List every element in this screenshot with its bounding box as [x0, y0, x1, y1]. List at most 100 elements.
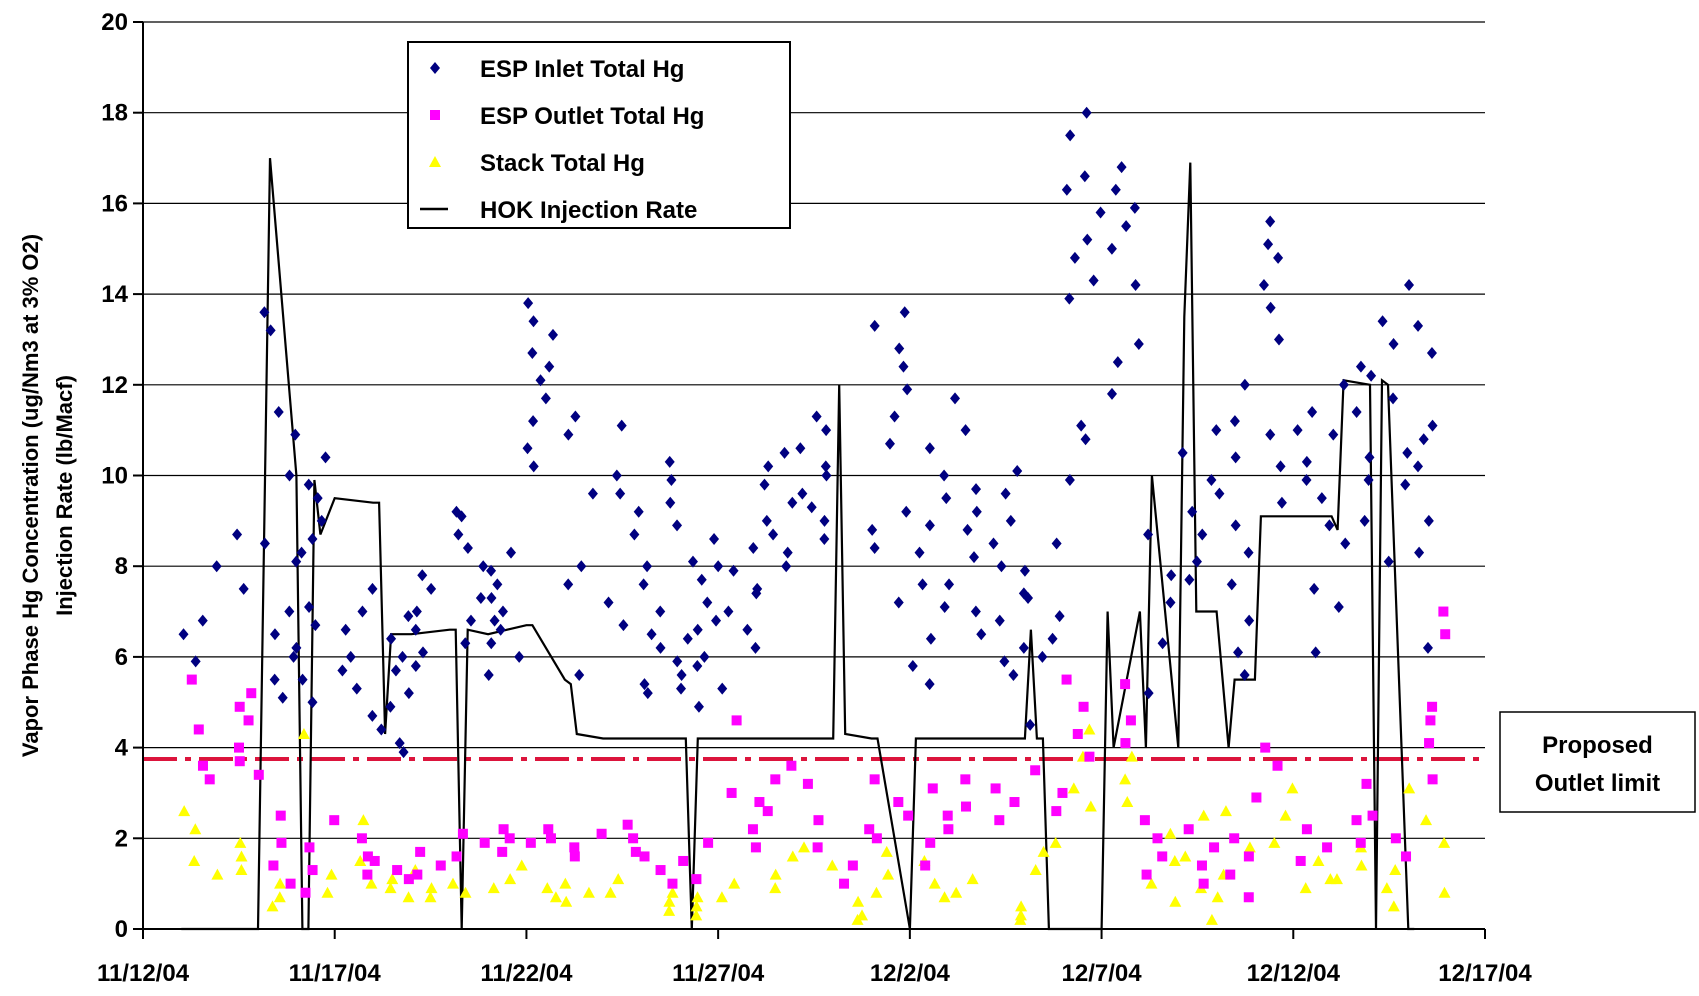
- esp_inlet-point: [914, 546, 925, 559]
- esp_inlet-point: [1244, 614, 1255, 627]
- esp_inlet-point: [761, 514, 772, 527]
- stack-point: [354, 854, 367, 866]
- esp_outlet-point: [1152, 833, 1163, 844]
- esp_inlet-point: [1404, 279, 1415, 292]
- stack-point: [386, 873, 399, 885]
- esp_inlet-point: [367, 582, 378, 595]
- esp_outlet-point: [1424, 738, 1435, 749]
- esp_outlet-point: [893, 797, 904, 808]
- esp_inlet-point: [417, 569, 428, 582]
- esp_inlet-point: [1413, 319, 1424, 332]
- esp_outlet-point: [1196, 860, 1207, 871]
- stack-point: [938, 891, 951, 903]
- esp_inlet-point: [528, 460, 539, 473]
- esp_outlet-point: [362, 851, 373, 862]
- stack-point: [384, 882, 397, 894]
- esp_outlet-point: [300, 887, 311, 898]
- esp_inlet-point: [969, 551, 980, 564]
- esp_inlet-point: [574, 669, 585, 682]
- esp_outlet-point: [1243, 851, 1254, 862]
- esp_inlet-point: [616, 419, 627, 432]
- esp_inlet-point: [696, 573, 707, 586]
- stack-point: [487, 882, 500, 894]
- esp_inlet-point: [902, 383, 913, 396]
- esp_inlet-point: [692, 623, 703, 636]
- esp_inlet-point: [296, 546, 307, 559]
- annotation: Proposed Outlet limit: [1499, 711, 1696, 813]
- series-hok: [181, 158, 1415, 931]
- y-tick-label: 6: [115, 644, 128, 671]
- esp_outlet-point: [457, 828, 468, 839]
- esp_outlet-point: [1401, 851, 1412, 862]
- esp_inlet-point: [197, 614, 208, 627]
- esp_inlet-point: [821, 469, 832, 482]
- esp_inlet-point: [939, 469, 950, 482]
- esp_inlet-point: [723, 605, 734, 618]
- hok-injection-rate-line: [181, 158, 1415, 931]
- legend-swatch-triangle: [429, 156, 441, 167]
- series-stack: [178, 723, 1451, 925]
- esp_inlet-point: [411, 605, 422, 618]
- esp_inlet-point: [1143, 528, 1154, 541]
- esp_inlet-point: [728, 564, 739, 577]
- stack-point: [1084, 800, 1097, 812]
- esp_inlet-point: [1008, 669, 1019, 682]
- esp_outlet-point: [1125, 715, 1136, 726]
- esp_inlet-point: [1258, 279, 1269, 292]
- esp_outlet-point: [525, 837, 536, 848]
- esp_outlet-point: [234, 742, 245, 753]
- esp_outlet-point: [1078, 701, 1089, 712]
- esp_outlet-point: [628, 833, 639, 844]
- esp_outlet-point: [990, 783, 1001, 794]
- esp_inlet-point: [618, 619, 629, 632]
- esp_inlet-point: [889, 410, 900, 423]
- esp_outlet-point: [1084, 751, 1095, 762]
- esp_outlet-point: [1225, 869, 1236, 880]
- esp_outlet-point: [543, 824, 554, 835]
- esp_inlet-point: [1301, 474, 1312, 487]
- stack-point: [691, 891, 704, 903]
- esp_inlet-point: [1012, 464, 1023, 477]
- esp_inlet-point: [1400, 478, 1411, 491]
- x-tick-label: 11/17/04: [289, 960, 382, 987]
- esp_inlet-point: [1110, 183, 1121, 196]
- esp_inlet-point: [676, 682, 687, 695]
- gridlines: [143, 21, 1485, 839]
- stack-point: [188, 854, 201, 866]
- stack-point: [1387, 900, 1400, 912]
- esp_inlet-point: [1129, 201, 1140, 214]
- esp_outlet-point: [630, 846, 641, 857]
- stack-point: [1420, 814, 1433, 826]
- esp_inlet-point: [417, 646, 428, 659]
- esp_outlet-point: [1260, 742, 1271, 753]
- esp_inlet-point: [1106, 387, 1117, 400]
- stack-point: [690, 900, 703, 912]
- esp_inlet-point: [291, 555, 302, 568]
- esp_inlet-point: [1340, 537, 1351, 550]
- esp_outlet-point: [812, 842, 823, 853]
- esp_inlet-point: [1307, 406, 1318, 419]
- esp_inlet-point: [687, 555, 698, 568]
- esp_inlet-point: [1184, 573, 1195, 586]
- esp_outlet-point: [504, 833, 515, 844]
- esp_inlet-point: [633, 505, 644, 518]
- esp_inlet-point: [899, 306, 910, 319]
- stack-point: [826, 859, 839, 871]
- esp_inlet-point: [1351, 406, 1362, 419]
- esp_inlet-point: [1388, 392, 1399, 405]
- esp_outlet-point: [451, 851, 462, 862]
- legend-swatch-square: [430, 110, 440, 120]
- stack-point: [1438, 836, 1451, 848]
- esp_inlet-point: [665, 496, 676, 509]
- stack-point: [1312, 854, 1325, 866]
- esp_outlet-point: [871, 833, 882, 844]
- x-tick-label: 12/7/04: [1062, 960, 1143, 987]
- esp_outlet-point: [498, 824, 509, 835]
- axes: [133, 21, 1486, 939]
- esp_inlet-point: [1065, 129, 1076, 142]
- stack-point: [1299, 882, 1312, 894]
- stack-point: [612, 873, 625, 885]
- esp_inlet-point: [1061, 183, 1072, 196]
- esp_inlet-point: [1265, 301, 1276, 314]
